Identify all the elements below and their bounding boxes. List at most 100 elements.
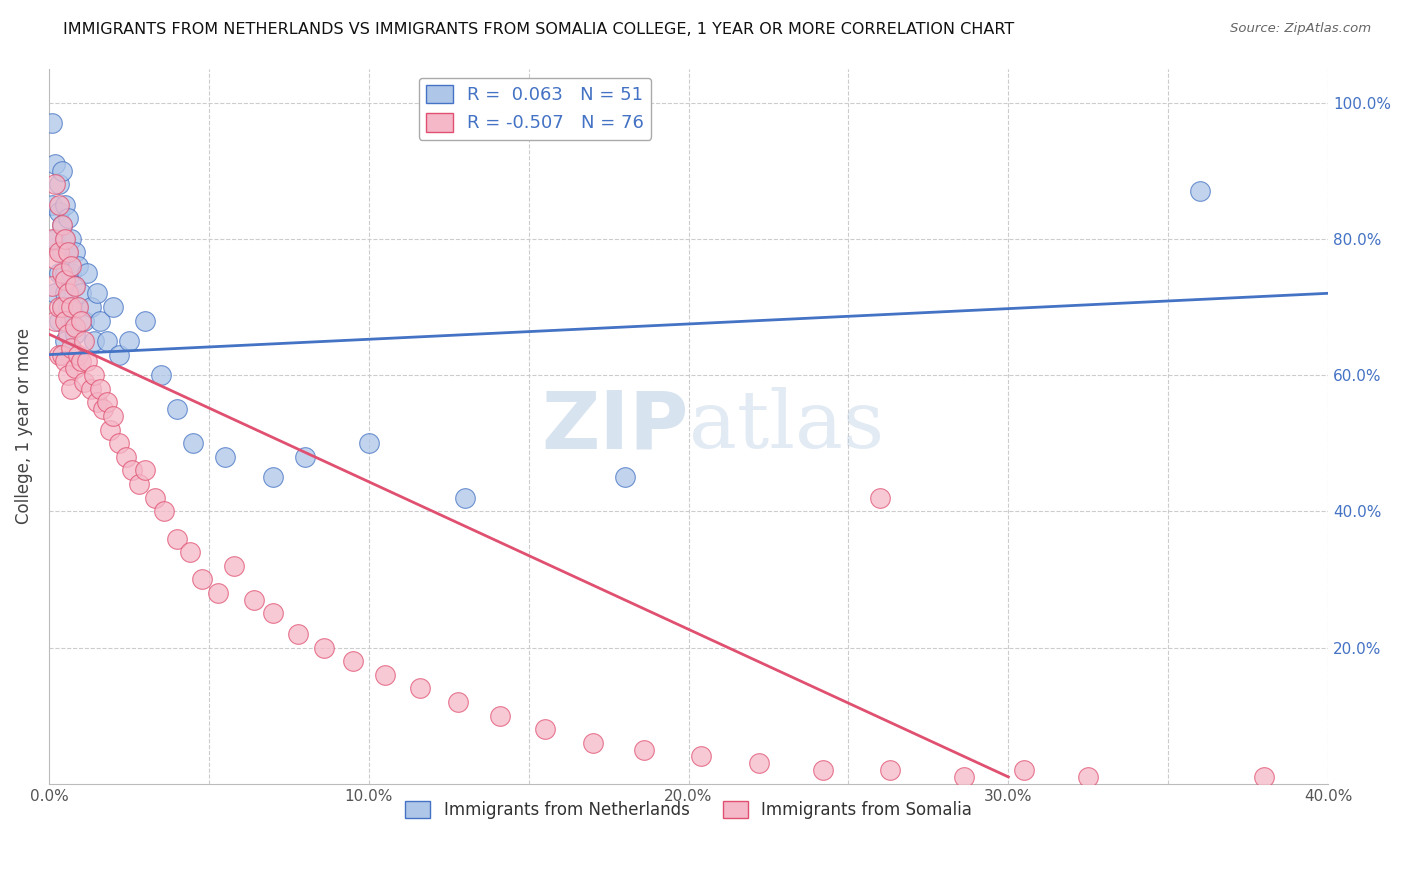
Point [191, 573, 214, 587]
Point [48, 204, 70, 219]
Point [48, 178, 70, 192]
Point [44, 232, 66, 246]
Point [70, 313, 93, 327]
Point [118, 334, 141, 348]
Point [114, 450, 136, 464]
Point [83, 334, 105, 348]
Point [48, 313, 70, 327]
Point [76, 354, 98, 368]
Point [51, 218, 73, 232]
Point [89, 313, 111, 327]
Point [60, 300, 83, 314]
Point [56, 300, 79, 314]
Point [86, 286, 108, 301]
Point [53, 354, 76, 368]
Point [66, 348, 89, 362]
Text: Source: ZipAtlas.com: Source: ZipAtlas.com [1230, 22, 1371, 36]
Point [41, 232, 63, 246]
Point [56, 211, 79, 226]
Point [134, 313, 156, 327]
Point [613, 470, 636, 484]
Point [121, 463, 143, 477]
Point [63, 279, 86, 293]
Point [56, 368, 79, 382]
Point [96, 334, 118, 348]
Point [214, 450, 236, 464]
Point [60, 313, 83, 327]
Legend: Immigrants from Netherlands, Immigrants from Somalia: Immigrants from Netherlands, Immigrants … [398, 794, 979, 825]
Point [294, 450, 316, 464]
Point [690, 749, 713, 764]
Point [166, 402, 188, 417]
Point [242, 592, 264, 607]
Point [533, 723, 555, 737]
Point [51, 163, 73, 178]
Point [96, 395, 118, 409]
Point [447, 695, 470, 709]
Point [262, 470, 284, 484]
Point [44, 313, 66, 327]
Point [70, 354, 93, 368]
Point [56, 245, 79, 260]
Point [166, 532, 188, 546]
Point [41, 116, 63, 130]
Point [60, 382, 83, 396]
Point [86, 395, 108, 409]
Point [56, 245, 79, 260]
Point [79, 382, 101, 396]
Point [60, 232, 83, 246]
Point [143, 491, 166, 505]
Point [101, 300, 124, 314]
Point [48, 300, 70, 314]
Point [73, 375, 96, 389]
Point [48, 198, 70, 212]
Point [53, 266, 76, 280]
Point [134, 463, 156, 477]
Point [73, 334, 96, 348]
Point [60, 341, 83, 355]
Point [91, 402, 114, 417]
Point [56, 327, 79, 342]
Point [1077, 770, 1099, 784]
Point [53, 286, 76, 301]
Point [128, 477, 150, 491]
Point [224, 558, 246, 573]
Point [63, 327, 86, 342]
Point [41, 198, 63, 212]
Point [53, 198, 76, 212]
Point [179, 545, 201, 559]
Point [489, 708, 512, 723]
Point [53, 334, 76, 348]
Point [56, 286, 79, 301]
Point [108, 436, 131, 450]
Point [342, 654, 364, 668]
Point [207, 586, 229, 600]
Point [1189, 184, 1212, 198]
Point [287, 627, 309, 641]
Point [53, 232, 76, 246]
Point [76, 266, 98, 280]
Point [66, 259, 89, 273]
Point [98, 423, 121, 437]
Point [51, 348, 73, 362]
Point [101, 409, 124, 423]
Point [51, 245, 73, 260]
Point [811, 763, 834, 777]
Point [748, 756, 770, 771]
Point [70, 286, 93, 301]
Point [51, 300, 73, 314]
Point [83, 368, 105, 382]
Point [63, 320, 86, 334]
Point [41, 279, 63, 293]
Point [44, 252, 66, 267]
Point [60, 259, 83, 273]
Point [66, 300, 89, 314]
Point [357, 436, 380, 450]
Point [1253, 770, 1275, 784]
Point [869, 491, 891, 505]
Point [374, 667, 396, 681]
Point [44, 178, 66, 192]
Point [312, 640, 335, 655]
Point [181, 436, 204, 450]
Point [51, 300, 73, 314]
